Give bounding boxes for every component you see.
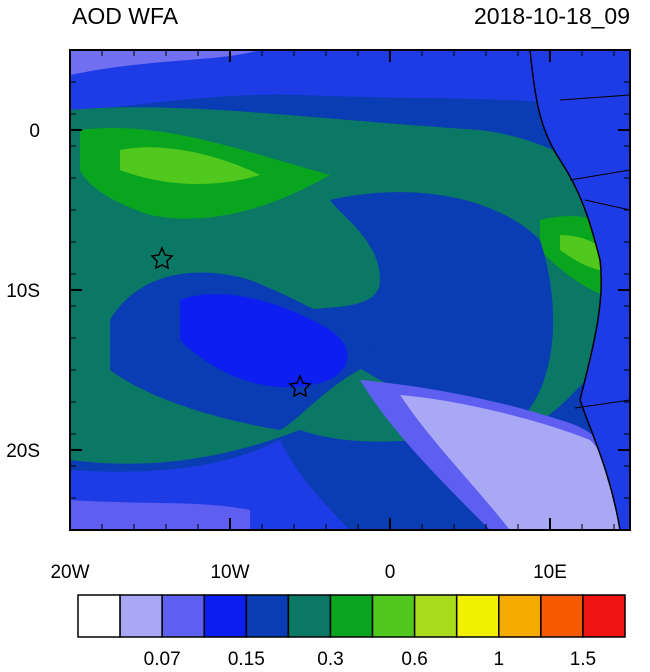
- aod-field: [70, 50, 630, 530]
- colorbar-box: [413, 594, 458, 638]
- colorbar-box: [203, 594, 248, 638]
- colorbar-box: [161, 594, 205, 638]
- x-tick-label: 20W: [50, 562, 89, 583]
- colorbar-label: 0.6: [401, 649, 427, 667]
- colorbar-box: [371, 594, 416, 638]
- y-tick-label: 10S: [6, 281, 40, 302]
- title: AOD WFA: [72, 3, 179, 29]
- colorbar-box: [540, 594, 584, 638]
- colorbar-box: [329, 594, 374, 638]
- colorbar-label: 0.15: [228, 649, 265, 667]
- colorbar-box: [245, 594, 290, 638]
- y-tick-label: 0: [29, 121, 40, 142]
- x-tick-label: 0: [385, 562, 396, 583]
- x-tick-label: 10W: [210, 562, 249, 583]
- colorbar-label: 0.3: [317, 649, 343, 667]
- colorbar-box: [455, 594, 500, 638]
- colorbar-box: [582, 594, 626, 638]
- y-tick-label: 20S: [6, 441, 40, 462]
- colorbar-box: [77, 594, 121, 638]
- colorbar-box: [287, 594, 332, 638]
- colorbar-label: 1: [493, 649, 504, 667]
- colorbar-label: 1.5: [570, 649, 596, 667]
- colorbar-box: [498, 594, 542, 638]
- colorbar-box: [119, 594, 163, 638]
- colorbar-label: 0.07: [144, 649, 181, 667]
- star-marker: [150, 246, 174, 270]
- date: 2018-10-18_09: [474, 3, 630, 29]
- x-tick-label: 10E: [533, 562, 567, 583]
- star-marker: [288, 374, 312, 398]
